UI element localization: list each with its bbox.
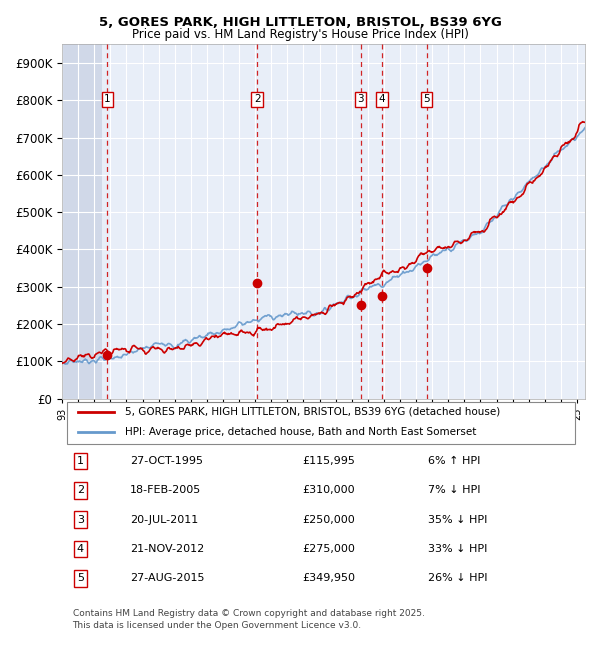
Text: 2: 2 (254, 94, 260, 104)
Text: 18-FEB-2005: 18-FEB-2005 (130, 486, 202, 495)
Text: 4: 4 (77, 544, 84, 554)
Text: 5: 5 (423, 94, 430, 104)
Text: 3: 3 (357, 94, 364, 104)
Text: 5, GORES PARK, HIGH LITTLETON, BRISTOL, BS39 6YG (detached house): 5, GORES PARK, HIGH LITTLETON, BRISTOL, … (125, 407, 500, 417)
Text: £349,950: £349,950 (302, 573, 356, 583)
Text: 5: 5 (77, 573, 84, 583)
Text: 2: 2 (77, 486, 84, 495)
Text: 27-OCT-1995: 27-OCT-1995 (130, 456, 203, 466)
Text: HPI: Average price, detached house, Bath and North East Somerset: HPI: Average price, detached house, Bath… (125, 427, 476, 437)
Text: 20-JUL-2011: 20-JUL-2011 (130, 515, 199, 525)
Text: 6% ↑ HPI: 6% ↑ HPI (428, 456, 481, 466)
Bar (62, 44, 103, 398)
Text: 5, GORES PARK, HIGH LITTLETON, BRISTOL, BS39 6YG: 5, GORES PARK, HIGH LITTLETON, BRISTOL, … (98, 16, 502, 29)
Text: £250,000: £250,000 (302, 515, 355, 525)
Text: £275,000: £275,000 (302, 544, 356, 554)
Text: 33% ↓ HPI: 33% ↓ HPI (428, 544, 488, 554)
Text: 27-AUG-2015: 27-AUG-2015 (130, 573, 205, 583)
Text: 35% ↓ HPI: 35% ↓ HPI (428, 515, 488, 525)
Text: 1: 1 (104, 94, 111, 104)
Text: Price paid vs. HM Land Registry's House Price Index (HPI): Price paid vs. HM Land Registry's House … (131, 28, 469, 41)
Text: Contains HM Land Registry data © Crown copyright and database right 2025.
This d: Contains HM Land Registry data © Crown c… (73, 610, 424, 630)
Text: 26% ↓ HPI: 26% ↓ HPI (428, 573, 488, 583)
Text: 7% ↓ HPI: 7% ↓ HPI (428, 486, 481, 495)
Text: £115,995: £115,995 (302, 456, 356, 466)
Text: 21-NOV-2012: 21-NOV-2012 (130, 544, 205, 554)
Text: 3: 3 (77, 515, 84, 525)
Text: 1: 1 (77, 456, 84, 466)
Text: £310,000: £310,000 (302, 486, 355, 495)
FancyBboxPatch shape (67, 402, 575, 443)
Text: 4: 4 (379, 94, 385, 104)
